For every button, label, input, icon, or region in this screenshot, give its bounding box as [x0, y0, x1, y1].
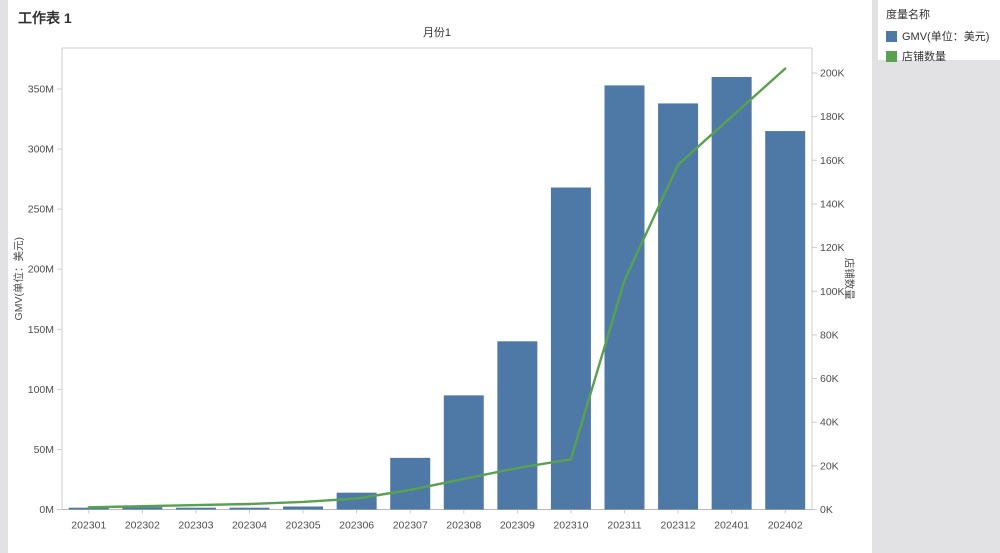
bar-gmv[interactable] [765, 131, 806, 510]
x-axis-tick-label: 202303 [178, 520, 213, 532]
bar-gmv[interactable] [283, 506, 324, 510]
left-axis-title: GMV(单位：美元) [12, 237, 25, 320]
legend-title: 度量名称 [886, 9, 930, 21]
x-axis-tick-label: 202309 [500, 520, 535, 532]
bar-gmv[interactable] [497, 341, 538, 510]
chart: 月份1 0M 50M 100M 150M 200M 250M 300M 350M 0K 20K 40K… [12, 26, 856, 532]
left-axis-tick-label: 150M [28, 324, 54, 336]
right-axis-tick-label: 60K [820, 373, 839, 385]
x-axis-tick-label: 202401 [714, 520, 749, 532]
left-axis-tick-label: 350M [28, 84, 54, 96]
right-axis-tick-label: 80K [820, 329, 839, 341]
x-axis-tick-label: 202308 [446, 520, 481, 532]
x-axis-tick-label: 202302 [125, 520, 160, 532]
legend-item-label: 店铺数量 [902, 51, 946, 63]
bar-gmv[interactable] [604, 85, 645, 510]
worksheet: 工作表 1 月份1 0M 50M 100M 150M 200M 250M 300M 350M 0K… [8, 0, 872, 553]
legend-card: 度量名称 GMV(单位：美元) 店铺数量 [878, 0, 1000, 63]
bar-gmv[interactable] [68, 507, 109, 510]
bar-gmv[interactable] [229, 507, 270, 510]
x-axis-tick-label: 202402 [768, 520, 803, 532]
right-axis-tick-label: 200K [820, 68, 845, 80]
right-axis-tick-label: 0K [820, 504, 833, 516]
bar-gmv[interactable] [443, 395, 484, 510]
x-axis-tick-label: 202307 [393, 520, 428, 532]
bar-gmv[interactable] [390, 457, 431, 510]
x-axis-tick-label: 202312 [661, 520, 696, 532]
left-axis-tick-label: 0M [39, 504, 54, 516]
right-axis-tick-label: 140K [820, 198, 845, 210]
x-axis-tick-label: 202306 [339, 520, 374, 532]
x-axis-tick-label: 202305 [286, 520, 321, 532]
x-axis-header: 月份1 [423, 26, 451, 39]
bar-gmv[interactable] [175, 507, 216, 510]
legend-item[interactable]: 店铺数量 [886, 48, 992, 64]
right-axis-tick-label: 20K [820, 460, 839, 472]
right-axis-title: 店铺数量 [843, 258, 856, 300]
legend-item[interactable]: GMV(单位：美元) [886, 28, 992, 44]
x-axis-tick-label: 202311 [607, 520, 641, 532]
right-axis-tick-label: 40K [820, 417, 839, 429]
legend-items: GMV(单位：美元) 店铺数量 [886, 28, 992, 64]
bar-gmv[interactable] [658, 103, 699, 510]
legend-swatch [886, 50, 897, 62]
x-axis-tick-label: 202310 [553, 520, 588, 532]
right-axis-tick-label: 180K [820, 111, 845, 123]
legend-item-label: GMV(单位：美元) [902, 31, 990, 43]
left-axis-tick-label: 50M [34, 444, 54, 456]
bar-gmv[interactable] [122, 507, 163, 510]
sheet-title: 工作表 1 [18, 10, 72, 26]
x-axis-tick-label: 202304 [232, 520, 267, 532]
left-axis-tick-label: 200M [28, 264, 54, 276]
right-axis-tick-label: 160K [820, 155, 845, 167]
right-axis-tick-label: 120K [820, 242, 845, 254]
right-axis-tick-label: 100K [820, 286, 845, 298]
left-axis-tick-label: 100M [28, 384, 54, 396]
left-axis-tick-label: 250M [28, 204, 54, 216]
line-shops[interactable] [87, 67, 787, 509]
left-axis-tick-label: 300M [28, 144, 54, 156]
legend-swatch [886, 30, 897, 42]
x-axis-tick-label: 202301 [71, 520, 106, 532]
bar-gmv[interactable] [711, 76, 752, 510]
